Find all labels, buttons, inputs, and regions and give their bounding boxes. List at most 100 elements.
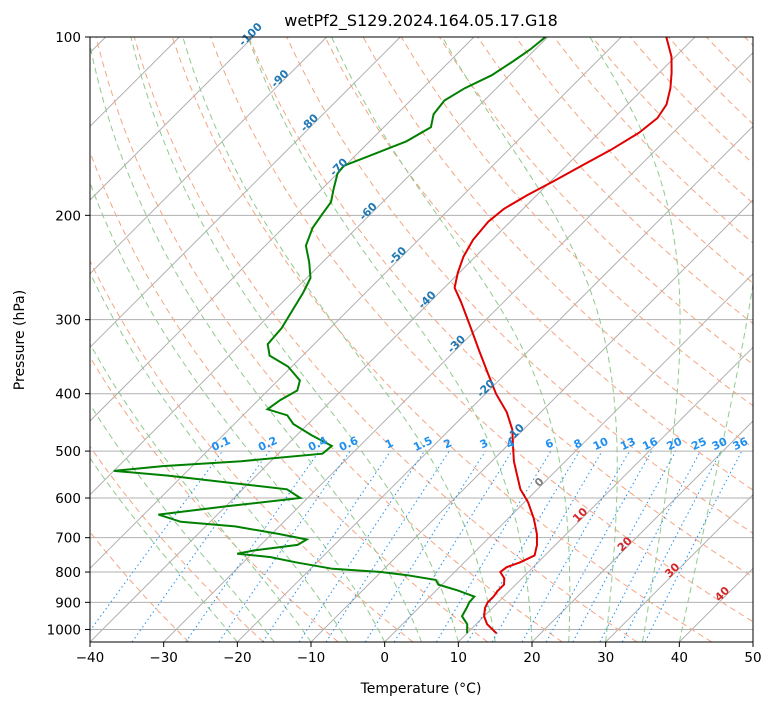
isotherm-label: -40 [415,288,438,311]
x-tick-label: 10 [450,650,467,666]
mixing-ratio-line [185,450,320,642]
mixing-ratio-label: 3 [478,436,490,451]
dry-adiabat-line [668,37,753,125]
moist-adiabat-line [678,280,753,642]
dry-adiabat-line [248,37,753,578]
isotherm-label: -60 [357,200,380,223]
mixing-ratio-line [325,450,450,642]
mixing-ratio-label: 10 [591,435,611,453]
isotherm-line [90,37,622,570]
y-tick-label: 900 [55,595,81,611]
mixing-ratio-label: 20 [665,435,685,453]
y-tick-label: 300 [55,313,81,329]
dry-adiabat-line [515,37,753,284]
mixing-ratio-label: 13 [618,435,637,453]
mixing-ratio-line [393,450,513,642]
moist-adiabat-line [589,37,681,642]
isotherm-label: -50 [386,244,409,267]
isotherm-line [90,37,328,275]
x-tick-label: −10 [297,650,326,666]
x-tick-label: 0 [380,650,389,666]
mixing-ratio-line [218,450,351,642]
mixing-ratio-label: 36 [731,435,751,453]
dry-adiabat-line [133,37,638,642]
isotherm-label: -70 [327,155,350,178]
dry-adiabat-line [95,37,563,642]
dry-adiabat-line [591,37,753,204]
y-tick-label: 800 [55,565,81,581]
isotherm-line [310,199,753,642]
moist-adiabat-line [90,343,312,642]
mixing-ratio-line [644,450,743,642]
x-tick-label: 40 [671,650,688,666]
y-axis-ticks: 100 200 300 400 500 600 700 800 900 1000 [47,30,90,638]
moist-adiabat-line [90,457,238,642]
dry-adiabat-line [210,37,753,623]
mixing-ratio-line [467,450,580,642]
dry-adiabat-line [171,37,712,642]
moist-adiabat-line [247,37,533,642]
mixing-ratio-label: 16 [640,435,660,453]
x-axis-label: Temperature (°C) [360,681,482,697]
chart-title: wetPf2_S129.2024.164.05.17.G18 [284,11,558,31]
isotherm-line [678,567,753,642]
isotherm-line [90,37,401,349]
isotherm-line [531,420,753,642]
isotherm-label: 30 [662,560,682,580]
y-tick-label: 700 [55,531,81,547]
isotherm-line [752,641,753,642]
moist-adiabat-line [331,37,571,642]
isotherm-line [457,346,753,642]
isotherm-line [384,272,753,642]
temperature-line [453,37,673,635]
isotherm-line [90,37,475,422]
dry-adiabat-line [90,445,264,642]
y-axis-label: Pressure (hPa) [12,290,28,390]
dry-adiabat-line [553,37,753,244]
dry-adiabat-line [286,37,753,534]
isotherm-line [90,37,254,201]
x-tick-label: 20 [523,650,540,666]
dry-adiabat-line [90,356,339,642]
dry-adiabat-line [90,259,414,642]
isotherm-line [90,37,549,496]
dry-adiabat-line [324,37,753,491]
mixing-ratio-line [298,450,425,642]
dry-adiabat-line [90,531,190,642]
y-tick-label: 400 [55,387,81,403]
mixing-ratio-label: 30 [710,435,730,453]
moist-adiabat-line [182,37,496,642]
y-tick-label: 500 [55,444,81,460]
x-tick-label: −20 [223,650,252,666]
mixing-ratio-label: 6 [543,436,556,451]
isotherm-line [605,493,753,642]
mixing-ratio-label: 2 [442,436,454,451]
y-tick-label: 100 [55,30,81,46]
moist-adiabat-line [130,37,459,642]
moist-adiabat-line [90,42,422,642]
dewpoint-line [113,37,547,634]
y-tick-label: 200 [55,208,81,224]
isotherm-label: -90 [268,67,291,90]
moist-adiabat-line [90,403,275,642]
isotherm-line [236,125,753,642]
isotherm-label: -30 [445,332,468,355]
x-tick-label: −40 [76,650,105,666]
x-tick-label: 50 [744,650,761,666]
mixing-ratio-label: 25 [689,435,708,453]
dry-adiabat-line [438,37,753,366]
mixing-ratio-line [572,450,677,642]
isotherm-label: 20 [615,534,635,554]
isotherm-label: -20 [474,377,497,400]
moist-adiabat-line [441,37,618,642]
mixing-ratio-line [262,450,392,642]
mixing-ratio-line [364,450,486,642]
y-tick-label: 1000 [47,622,81,638]
dry-adiabat-line [744,37,753,47]
mixing-ratio-line [599,450,701,642]
isotherm-line [163,51,753,642]
isotherm-label: -80 [298,111,321,134]
x-tick-label: 30 [597,650,614,666]
x-tick-label: −30 [149,650,178,666]
